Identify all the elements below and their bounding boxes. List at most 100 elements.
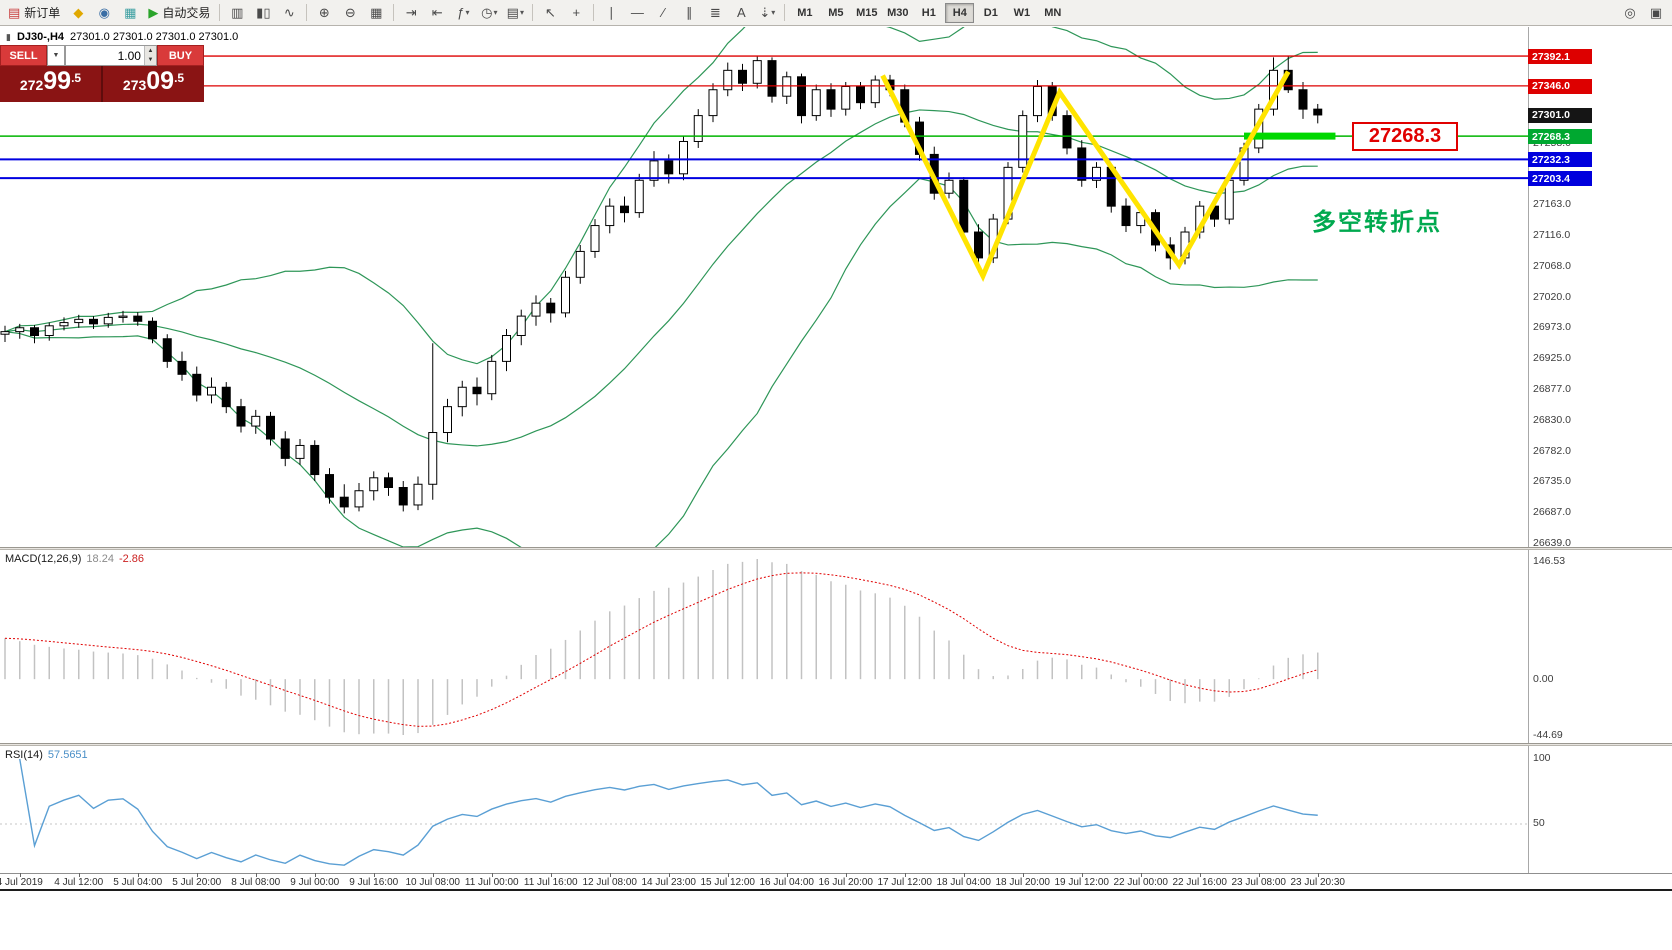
fibonacci-icon[interactable]: ≣ bbox=[703, 2, 727, 24]
timeframe-button-m1[interactable]: M1 bbox=[797, 6, 813, 19]
arrows-icon[interactable]: ⇣ ▾ bbox=[755, 2, 779, 24]
timeframe-button-h1[interactable]: H1 bbox=[921, 6, 936, 19]
crosshair-icon-glyph: + bbox=[572, 5, 581, 20]
rsi-axis-100: 100 bbox=[1533, 752, 1551, 764]
line-chart-icon[interactable]: ∿ bbox=[277, 2, 301, 24]
timeframe-button-mn[interactable]: MN bbox=[1044, 6, 1062, 19]
time-axis-tick bbox=[668, 873, 670, 877]
bar-chart-icon[interactable]: ▥ bbox=[225, 2, 249, 24]
candlestick-chart-icon[interactable]: ▮▯ bbox=[251, 2, 275, 24]
new-chart-icon[interactable]: ▣ bbox=[1649, 4, 1663, 20]
horizontal-line-icon[interactable]: — bbox=[625, 2, 649, 24]
periods-icon-glyph: ◷ bbox=[481, 4, 493, 20]
toolbar-separator bbox=[393, 4, 395, 21]
price-tag-27301.0: 27301.0 bbox=[1528, 107, 1592, 123]
time-axis-label: 4 Jul 2019 bbox=[0, 877, 43, 888]
time-axis-tick bbox=[1081, 873, 1083, 877]
zoom-in-icon[interactable]: ⊕ bbox=[312, 2, 336, 24]
metaeditor-icon-glyph: ◆ bbox=[73, 4, 84, 20]
templates-icon[interactable]: ▤ ▾ bbox=[503, 2, 527, 24]
chevron-down-icon: ▾ bbox=[493, 8, 498, 17]
volume-value[interactable]: 1.00 bbox=[117, 48, 141, 63]
trendline-icon[interactable]: ∕ bbox=[651, 2, 675, 24]
vertical-line-icon-glyph: ∣ bbox=[608, 4, 615, 20]
timeframe-button-d1[interactable]: D1 bbox=[983, 6, 998, 19]
navigator-icon[interactable]: ▦ bbox=[118, 2, 142, 24]
auto-trading-button[interactable]: ▶ 自动交易 bbox=[143, 3, 215, 23]
new-order-button[interactable]: ▤ 新订单 bbox=[3, 3, 65, 23]
time-axis-tick bbox=[609, 873, 611, 877]
timeframe-button-h4[interactable]: H4 bbox=[945, 2, 975, 23]
time-axis-tick bbox=[137, 873, 139, 877]
cursor-icon[interactable]: ↖ bbox=[538, 2, 562, 24]
volume-stepper[interactable]: ▲ ▼ bbox=[143, 46, 156, 65]
volume-down-icon[interactable]: ▼ bbox=[143, 55, 156, 65]
chart-header: ▮ DJ30-,H4 27301.0 27301.0 27301.0 27301… bbox=[6, 31, 238, 43]
time-axis-label: 15 Jul 12:00 bbox=[700, 877, 756, 888]
buy-button[interactable]: BUY bbox=[156, 45, 204, 66]
price-scale-label: 27163.0 bbox=[1533, 198, 1571, 211]
toolbar-separator bbox=[306, 4, 308, 21]
time-axis-label: 18 Jul 04:00 bbox=[936, 877, 992, 888]
search-icon[interactable]: ◎ bbox=[1624, 4, 1636, 20]
buy-price-display[interactable]: 273 09.5 bbox=[103, 66, 204, 102]
sell-button[interactable]: SELL bbox=[0, 45, 48, 66]
sell-price-pips: .5 bbox=[71, 71, 82, 85]
main-chart-canvas[interactable] bbox=[0, 27, 1528, 547]
window-bottom-edge bbox=[0, 889, 1672, 891]
panel-divider[interactable] bbox=[0, 547, 1672, 550]
volume-up-icon[interactable]: ▲ bbox=[143, 46, 156, 56]
crosshair-icon[interactable]: + bbox=[564, 2, 588, 24]
time-axis-tick bbox=[196, 873, 198, 877]
periods-icon[interactable]: ◷ ▾ bbox=[477, 2, 501, 24]
time-axis-tick bbox=[1317, 873, 1319, 877]
line-chart-icon-glyph: ∿ bbox=[283, 4, 295, 20]
time-axis-tick bbox=[1258, 873, 1260, 877]
timeframe-button-m30[interactable]: M30 bbox=[887, 6, 909, 19]
zoom-in-icon-glyph: ⊕ bbox=[318, 4, 330, 20]
auto-scroll-icon-glyph: ⇥ bbox=[405, 4, 417, 20]
time-axis-label: 12 Jul 08:00 bbox=[582, 877, 638, 888]
zoom-out-icon[interactable]: ⊖ bbox=[338, 2, 362, 24]
tile-windows-icon-glyph: ▦ bbox=[370, 4, 383, 20]
channel-icon[interactable]: ∥ bbox=[677, 2, 701, 24]
sell-price-display[interactable]: 272 99.5 bbox=[0, 66, 101, 102]
fibonacci-icon-glyph: ≣ bbox=[709, 4, 721, 20]
rsi-panel-canvas[interactable] bbox=[0, 747, 1528, 873]
time-axis-tick bbox=[1199, 873, 1201, 877]
sell-price-prefix: 272 bbox=[19, 77, 44, 93]
time-axis-tick bbox=[255, 873, 257, 877]
price-tag-27232.3: 27232.3 bbox=[1528, 152, 1592, 168]
price-tag-27392.1: 27392.1 bbox=[1528, 49, 1592, 65]
metaeditor-icon[interactable]: ◆ bbox=[66, 2, 90, 24]
timeframe-button-w1[interactable]: W1 bbox=[1013, 6, 1031, 19]
price-scale-label: 26687.0 bbox=[1533, 506, 1571, 519]
macd-axis-min: -44.69 bbox=[1533, 729, 1563, 741]
macd-panel-canvas[interactable] bbox=[0, 551, 1528, 743]
volume-field[interactable]: 1.00 ▲ ▼ bbox=[64, 45, 157, 66]
market-watch-icon[interactable]: ◉ bbox=[92, 2, 116, 24]
macd-axis-zero: 0.00 bbox=[1533, 673, 1554, 686]
time-axis-label: 18 Jul 20:00 bbox=[995, 877, 1051, 888]
tile-windows-icon[interactable]: ▦ bbox=[364, 2, 388, 24]
time-axis-label: 8 Jul 08:00 bbox=[231, 877, 281, 888]
vertical-line-icon[interactable]: ∣ bbox=[599, 2, 623, 24]
indicators-icon[interactable]: ƒ ▾ bbox=[451, 2, 475, 24]
auto-scroll-icon[interactable]: ⇥ bbox=[399, 2, 423, 24]
volume-dropdown[interactable]: ▼ bbox=[47, 45, 65, 66]
text-icon[interactable]: A bbox=[729, 2, 753, 24]
time-axis-label: 19 Jul 12:00 bbox=[1054, 877, 1110, 888]
time-axis[interactable]: 4 Jul 2019 4 Jul 12:00 5 Jul 04:00 5 Jul 20… bbox=[0, 873, 1672, 889]
rsi-value: 57.5651 bbox=[47, 749, 88, 761]
price-scale-label: 26830.0 bbox=[1533, 413, 1571, 426]
zoom-out-icon-glyph: ⊖ bbox=[344, 4, 356, 20]
time-axis-tick bbox=[78, 873, 80, 877]
panel-divider[interactable] bbox=[0, 743, 1672, 746]
timeframe-button-m15[interactable]: M15 bbox=[856, 6, 878, 19]
price-tag-27268.3: 27268.3 bbox=[1528, 129, 1592, 145]
time-axis-label: 17 Jul 12:00 bbox=[877, 877, 933, 888]
chart-shift-icon[interactable]: ⇤ bbox=[425, 2, 449, 24]
time-axis-label: 22 Jul 16:00 bbox=[1172, 877, 1228, 888]
timeframe-button-m5[interactable]: M5 bbox=[828, 6, 844, 19]
trendline-icon-glyph: ∕ bbox=[662, 5, 665, 20]
